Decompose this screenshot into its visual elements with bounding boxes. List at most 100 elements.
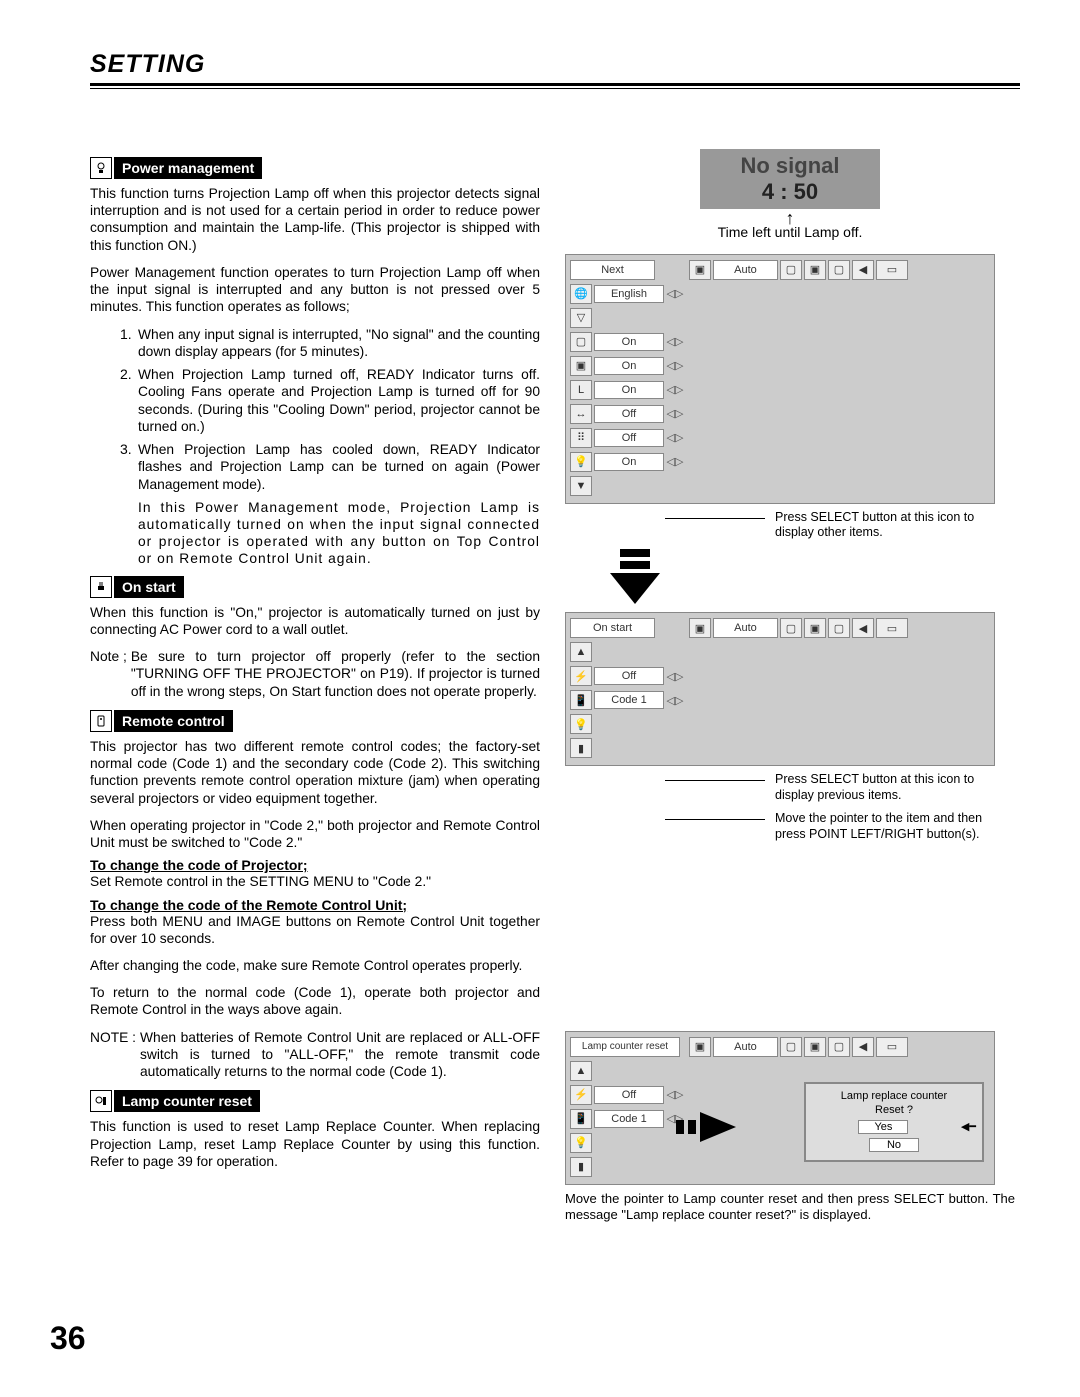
osd-row: ▽ (570, 307, 990, 329)
osd-row: LOn◁▷ (570, 379, 990, 401)
pointer-icon: ◀━ (961, 1120, 976, 1133)
row-value: On (594, 381, 664, 399)
adjust-icon: ◁▷ (666, 335, 684, 348)
lr-p1: This function is used to reset Lamp Repl… (90, 1118, 540, 1170)
dlg-yes[interactable]: Yes (858, 1120, 908, 1134)
os-note: Note ; Be sure to turn projector off pro… (90, 648, 540, 700)
osd-row: 💡On◁▷ (570, 451, 990, 473)
osd-icon: ▣ (689, 260, 711, 280)
p3-title: Lamp counter reset (570, 1037, 680, 1057)
row-icon: ↔ (570, 404, 592, 424)
rc-h2: To change the code of the Remote Control… (90, 897, 540, 913)
nosignal-box: No signal 4 : 50 (700, 149, 880, 209)
pm-li2: When Projection Lamp turned off, READY I… (138, 366, 540, 435)
rc-p3: Set Remote control in the SETTING MENU t… (90, 873, 540, 890)
osd-row: 🌐English◁▷ (570, 283, 990, 305)
pm-p1: This function turns Projection Lamp off … (90, 185, 540, 254)
adjust-icon: ◁▷ (666, 1088, 684, 1101)
osd-icon: ◀ (852, 618, 874, 638)
figcap-3: Move the pointer to Lamp counter reset a… (565, 1191, 1015, 1224)
row-icon: 💡 (570, 452, 592, 472)
right-column: No signal 4 : 50 ↑ Time left until Lamp … (565, 149, 1015, 1223)
row-icon: L (570, 380, 592, 400)
row-icon: ▮ (570, 738, 592, 758)
row-icon: ⠿ (570, 428, 592, 448)
row-icon: ▲ (570, 1061, 592, 1081)
osd-icon: ▣ (804, 618, 826, 638)
osd-row: ⚡Off◁▷ (570, 665, 990, 687)
osd-row: ▮ (570, 737, 990, 759)
power-mgmt-label: Power management (114, 157, 262, 179)
rule-thick (90, 83, 1020, 86)
plug-icon (90, 576, 112, 598)
row-icon: 📱 (570, 690, 592, 710)
osd-row: 💡 (570, 713, 990, 735)
row-value: Off (594, 429, 664, 447)
p3-mode: Auto (713, 1037, 778, 1057)
up-arrow: ↑ (565, 213, 1015, 224)
osd-icon: ▭ (876, 618, 908, 638)
row-value: On (594, 333, 664, 351)
osd-panel-1: Next ▣ Auto ▢ ▣ ▢ ◀ ▭ 🌐English◁▷▽▢On◁▷▣O… (565, 254, 995, 504)
pm-li3b: In this Power Management mode, Projectio… (138, 499, 540, 568)
osd-panel-3: Lamp counter reset ▣ Auto ▢ ▣ ▢ ◀ ▭ ▲⚡Of… (565, 1031, 995, 1185)
adjust-icon: ◁▷ (666, 431, 684, 444)
dlg-no[interactable]: No (869, 1138, 919, 1152)
osd-icon: ▭ (876, 260, 908, 280)
dlg-l2: Reset ? (812, 1104, 976, 1116)
pm-li1: When any input signal is interrupted, "N… (138, 326, 540, 360)
row-icon: ▢ (570, 332, 592, 352)
left-column: Power management This function turns Pro… (90, 149, 540, 1223)
p1-mode: Auto (713, 260, 778, 280)
osd-icon: ▢ (780, 618, 802, 638)
osd-icon: ▭ (876, 1037, 908, 1057)
rc-p5: After changing the code, make sure Remot… (90, 957, 540, 974)
osd-icon: ◀ (852, 1037, 874, 1057)
row-icon: 💡 (570, 1133, 592, 1153)
pm-p2: Power Management function operates to tu… (90, 264, 540, 316)
osd-icon: ▢ (828, 1037, 850, 1057)
onstart-label: On start (114, 576, 184, 598)
adjust-icon: ◁▷ (666, 407, 684, 420)
power-mgmt-head: Power management (90, 157, 540, 179)
rc-h1: To change the code of Projector; (90, 857, 540, 873)
osd-icon: ▢ (828, 260, 850, 280)
rc-p1: This projector has two different remote … (90, 738, 540, 807)
adjust-icon: ◁▷ (666, 670, 684, 683)
row-value: Code 1 (594, 691, 664, 709)
big-arrow-right (676, 1112, 746, 1142)
p1-title: Next (570, 260, 655, 280)
row-value: English (594, 285, 664, 303)
row-icon: ▽ (570, 308, 592, 328)
big-arrow-down (605, 549, 665, 609)
osd-panel-2: On start ▣ Auto ▢ ▣ ▢ ◀ ▭ ▲⚡Off◁▷📱Code 1… (565, 612, 995, 766)
adjust-icon: ◁▷ (666, 694, 684, 707)
adjust-icon: ◁▷ (666, 287, 684, 300)
row-icon: ⚡ (570, 1085, 592, 1105)
osd-icon: ▣ (804, 260, 826, 280)
remote-head: Remote control (90, 710, 540, 732)
osd-row: 📱Code 1◁▷ (570, 689, 990, 711)
nosignal-t1: No signal (700, 153, 880, 179)
page-number: 36 (50, 1320, 86, 1357)
row-icon: ▮ (570, 1157, 592, 1177)
down-icon: ▼ (570, 476, 592, 496)
lampreset-head: Lamp counter reset (90, 1090, 540, 1112)
remote-label: Remote control (114, 710, 233, 732)
callout-3: Move the pointer to the item and then pr… (775, 811, 1015, 842)
row-value: Off (594, 667, 664, 685)
osd-icon: ▣ (689, 1037, 711, 1057)
osd-icon: ▢ (828, 618, 850, 638)
row-icon: ▣ (570, 356, 592, 376)
rc-p6: To return to the normal code (Code 1), o… (90, 984, 540, 1018)
row-value: Code 1 (594, 1110, 664, 1128)
adjust-icon: ◁▷ (666, 359, 684, 372)
lampreset-label: Lamp counter reset (114, 1090, 260, 1112)
row-value: Off (594, 405, 664, 423)
row-icon: 🌐 (570, 284, 592, 304)
p2-title: On start (570, 618, 655, 638)
row-value: On (594, 357, 664, 375)
rc-note: NOTE : When batteries of Remote Control … (90, 1029, 540, 1081)
row-icon: ⚡ (570, 666, 592, 686)
osd-icon: ▣ (689, 618, 711, 638)
